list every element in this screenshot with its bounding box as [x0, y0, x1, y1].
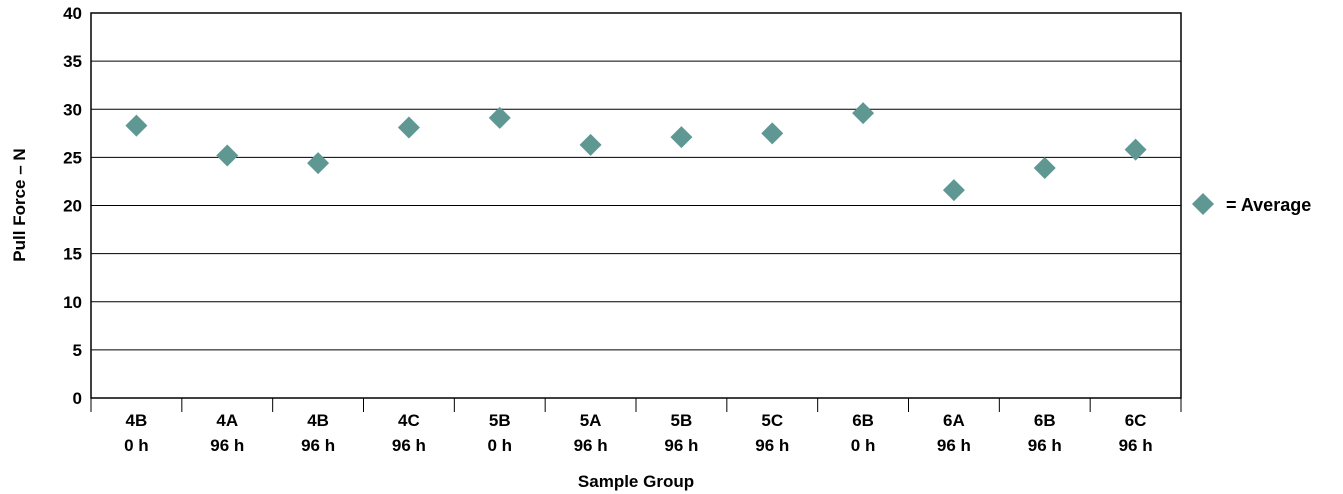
y-tick-label: 0 [73, 389, 82, 408]
x-tick-label-time: 96 h [755, 436, 789, 455]
x-tick-label-group: 6C [1125, 411, 1147, 430]
y-tick-label: 10 [63, 293, 82, 312]
grid-lines [91, 60, 1181, 351]
x-tick-label-group: 4B [126, 411, 148, 430]
x-tick-label-time: 96 h [1028, 436, 1062, 455]
x-tick-label-group: 5C [761, 411, 783, 430]
x-tick-label-time: 96 h [392, 436, 426, 455]
y-tick-label: 15 [63, 245, 82, 264]
y-tick-label: 40 [63, 4, 82, 23]
y-axis-title: Pull Force – N [10, 148, 29, 261]
data-point-average [1124, 138, 1147, 161]
x-tick-label-time: 96 h [210, 436, 244, 455]
x-tick-label-group: 4A [216, 411, 238, 430]
data-point-average [942, 179, 965, 202]
x-tick-label-group: 5B [671, 411, 693, 430]
x-tick-label-time: 96 h [664, 436, 698, 455]
x-tick-label-time: 96 h [937, 436, 971, 455]
x-tick-label-group: 5B [489, 411, 511, 430]
x-tick-label-time: 96 h [301, 436, 335, 455]
y-tick-label: 30 [63, 100, 82, 119]
x-tick-label-group: 4B [307, 411, 329, 430]
data-point-average [1033, 156, 1056, 179]
data-point-average [579, 133, 602, 156]
data-point-average [488, 106, 511, 129]
data-point-average [216, 144, 239, 167]
y-tick-label: 5 [73, 341, 82, 360]
x-axis-tick-labels: 4B 0 h 4A 96 h 4B 96 h 4C 96 h 5B 0 h 5A 96 h 5B 96 h… [124, 411, 1152, 455]
x-tick-label-group: 6A [943, 411, 965, 430]
x-axis-ticks [90, 398, 1182, 412]
legend: = Average [1192, 193, 1311, 215]
x-tick-label-time: 0 h [487, 436, 512, 455]
data-point-average [761, 122, 784, 145]
data-point-average [125, 114, 148, 137]
data-point-average [852, 102, 875, 125]
x-tick-label-time: 0 h [851, 436, 876, 455]
y-axis-tick-labels: 0 5 10 15 20 25 30 35 40 [63, 4, 82, 408]
x-tick-label-group: 5A [580, 411, 602, 430]
x-tick-label-group: 4C [398, 411, 420, 430]
x-tick-label-group: 6B [852, 411, 874, 430]
x-tick-label-time: 96 h [1119, 436, 1153, 455]
x-tick-label-group: 6B [1034, 411, 1056, 430]
legend-diamond-icon [1192, 193, 1214, 215]
y-tick-label: 20 [63, 197, 82, 216]
x-tick-label-time: 96 h [574, 436, 608, 455]
data-points [125, 102, 1147, 202]
data-point-average [307, 152, 330, 175]
x-axis-title: Sample Group [578, 472, 694, 491]
y-tick-label: 25 [63, 148, 82, 167]
legend-label: = Average [1226, 195, 1311, 215]
y-tick-label: 35 [63, 52, 82, 71]
data-point-average [397, 116, 420, 139]
x-tick-label-time: 0 h [124, 436, 149, 455]
data-point-average [670, 126, 693, 149]
